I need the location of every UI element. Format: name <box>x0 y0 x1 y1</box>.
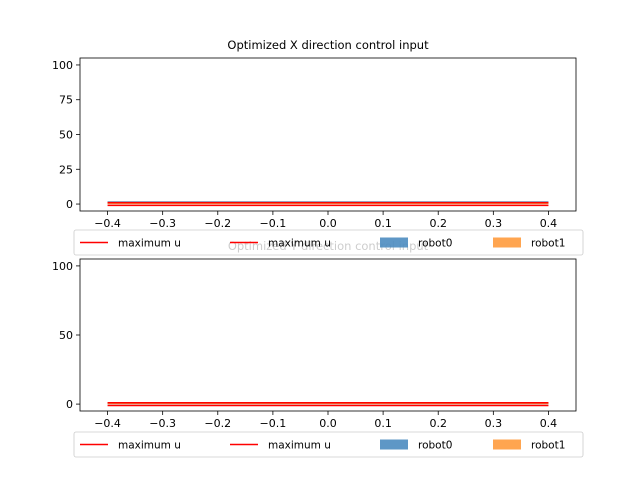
y-tick-label: 100 <box>52 59 73 72</box>
legend-2: maximum u maximum u robot0 robot1 <box>73 431 584 458</box>
y-tick-label: 25 <box>59 163 73 176</box>
x-tick-label: −0.2 <box>204 417 231 430</box>
x-tick-label: 0.4 <box>540 417 558 430</box>
x-tick-label: −0.1 <box>260 417 287 430</box>
legend-label: robot0 <box>418 238 452 250</box>
legend-1: maximum u maximum u robot0 robot1 <box>73 229 584 256</box>
x-tick-label: −0.4 <box>94 217 121 230</box>
x-tick-label: 0.0 <box>319 417 337 430</box>
legend-handle-patch <box>380 237 408 248</box>
x-tick-label: 0.3 <box>485 217 503 230</box>
y-tick-label: 0 <box>66 398 73 411</box>
subplot-2: −0.4−0.3−0.2−0.10.00.10.20.30.4050100Opt… <box>52 239 577 430</box>
legend-label: maximum u <box>118 440 181 452</box>
legend-label: maximum u <box>268 440 331 452</box>
x-tick-label: −0.2 <box>204 217 231 230</box>
x-tick-label: −0.1 <box>260 217 287 230</box>
chart-title: Optimized X direction control input <box>227 38 429 52</box>
y-tick-label: 50 <box>59 129 73 142</box>
x-tick-label: 0.1 <box>374 217 392 230</box>
axes-frame <box>79 57 577 212</box>
legend-handle-patch <box>493 439 521 450</box>
axes-frame <box>79 258 577 412</box>
y-tick-label: 50 <box>59 329 73 342</box>
x-tick-label: −0.4 <box>94 417 121 430</box>
x-tick-label: −0.3 <box>149 417 176 430</box>
legend-handle-patch <box>493 237 521 248</box>
x-tick-label: 0.2 <box>429 417 447 430</box>
x-tick-label: −0.3 <box>149 217 176 230</box>
legend-label: robot0 <box>418 440 452 452</box>
x-tick-label: 0.4 <box>540 217 558 230</box>
legend-label: robot1 <box>531 440 565 452</box>
legend-label: robot1 <box>531 238 565 250</box>
y-tick-label: 0 <box>66 198 73 211</box>
legend-box <box>73 431 584 458</box>
legend-label: maximum u <box>268 238 331 250</box>
y-tick-label: 100 <box>52 260 73 273</box>
y-tick-label: 75 <box>59 94 73 107</box>
legend-box <box>73 229 584 256</box>
subplot-1: −0.4 −0.3 −0.2 −0.1 0.0 0.1 0.2 0.3 0.4 0 25 50 75 10… <box>52 38 577 230</box>
legend-label: maximum u <box>118 238 181 250</box>
x-tick-label: 0.0 <box>319 217 337 230</box>
x-tick-label: 0.2 <box>429 217 447 230</box>
x-tick-label: 0.1 <box>374 417 392 430</box>
x-tick-label: 0.3 <box>485 417 503 430</box>
legend-handle-patch <box>380 439 408 450</box>
